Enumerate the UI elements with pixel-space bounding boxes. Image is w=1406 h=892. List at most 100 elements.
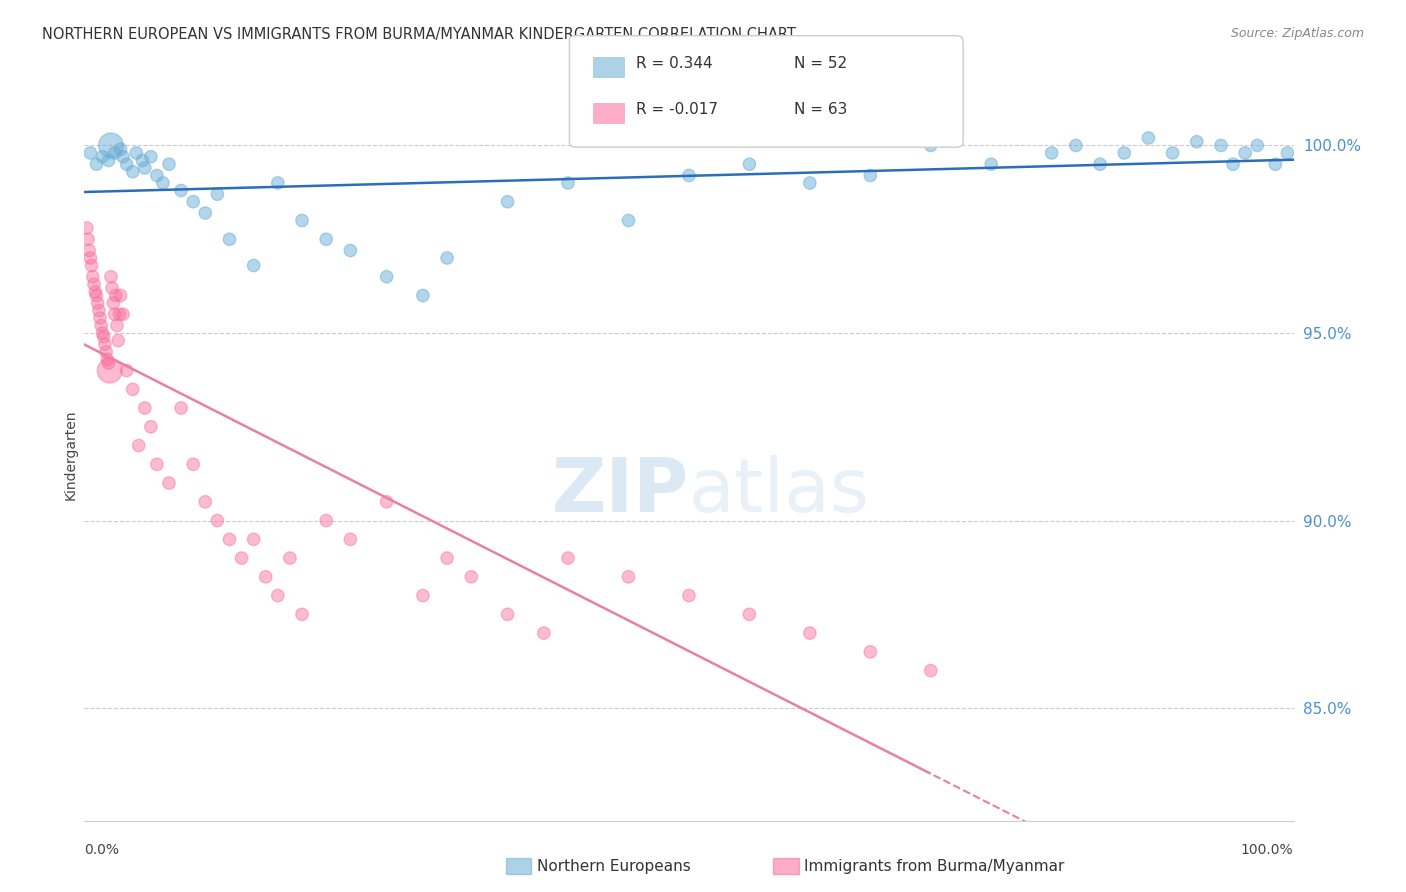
Y-axis label: Kindergarten: Kindergarten: [63, 409, 77, 500]
Text: R = -0.017: R = -0.017: [636, 103, 717, 117]
Point: [97, 356, 120, 370]
Point: [77, 232, 100, 246]
Point: [112, 307, 135, 321]
Point: [96, 352, 118, 367]
Point: [218, 232, 240, 246]
Point: [87, 303, 110, 318]
Point: [146, 458, 169, 472]
Text: atlas: atlas: [689, 455, 870, 528]
Point: [80, 259, 103, 273]
Point: [1234, 145, 1257, 160]
Point: [194, 206, 217, 220]
Point: [496, 607, 519, 622]
Point: [181, 194, 204, 209]
Point: [104, 145, 127, 160]
Point: [121, 165, 143, 179]
Point: [557, 551, 579, 566]
Point: [115, 157, 138, 171]
Point: [146, 169, 169, 183]
Text: NORTHERN EUROPEAN VS IMMIGRANTS FROM BURMA/MYANMAR KINDERGARTEN CORRELATION CHAR: NORTHERN EUROPEAN VS IMMIGRANTS FROM BUR…: [42, 27, 796, 42]
Point: [79, 251, 101, 265]
Point: [412, 288, 434, 302]
Point: [76, 221, 98, 235]
Point: [108, 307, 131, 321]
Point: [557, 176, 579, 190]
Point: [496, 194, 519, 209]
Point: [859, 645, 882, 659]
Point: [1040, 145, 1063, 160]
Point: [920, 664, 942, 678]
Point: [82, 269, 104, 284]
Point: [94, 344, 117, 359]
Point: [242, 259, 264, 273]
Point: [1222, 157, 1244, 171]
Point: [103, 296, 125, 310]
Point: [678, 589, 700, 603]
Point: [104, 307, 127, 321]
Point: [1114, 145, 1136, 160]
Point: [738, 607, 761, 622]
Point: [315, 514, 337, 528]
Point: [128, 438, 150, 452]
Point: [121, 382, 143, 396]
Point: [86, 157, 108, 171]
Text: 0.0%: 0.0%: [84, 843, 120, 857]
Point: [460, 570, 482, 584]
Point: [242, 533, 264, 547]
Point: [97, 153, 120, 168]
Point: [77, 244, 100, 258]
Point: [83, 277, 105, 292]
Point: [86, 296, 108, 310]
Point: [207, 514, 229, 528]
Point: [980, 157, 1002, 171]
Point: [436, 251, 458, 265]
Point: [134, 161, 156, 175]
Point: [131, 153, 153, 168]
Text: Northern Europeans: Northern Europeans: [537, 859, 690, 873]
Point: [617, 570, 640, 584]
Point: [98, 363, 121, 377]
Point: [436, 551, 458, 566]
Point: [94, 337, 117, 351]
Point: [799, 626, 821, 640]
Point: [84, 285, 107, 299]
Point: [115, 363, 138, 377]
Point: [533, 626, 555, 640]
Point: [1264, 157, 1286, 171]
Text: Source: ZipAtlas.com: Source: ZipAtlas.com: [1230, 27, 1364, 40]
Point: [738, 157, 761, 171]
Point: [231, 551, 253, 566]
Point: [267, 589, 290, 603]
Point: [134, 401, 156, 415]
Point: [291, 607, 314, 622]
Point: [86, 288, 108, 302]
Text: N = 63: N = 63: [794, 103, 848, 117]
Point: [339, 244, 361, 258]
Point: [267, 176, 290, 190]
Point: [218, 533, 240, 547]
Point: [90, 318, 112, 333]
Point: [170, 184, 193, 198]
Point: [1185, 135, 1208, 149]
Point: [105, 318, 128, 333]
Point: [152, 176, 174, 190]
Point: [100, 138, 122, 153]
Point: [412, 589, 434, 603]
Point: [375, 269, 398, 284]
Point: [157, 476, 180, 491]
Point: [110, 142, 132, 156]
Point: [107, 334, 129, 348]
Point: [207, 187, 229, 202]
Point: [339, 533, 361, 547]
Text: 100.0%: 100.0%: [1241, 843, 1294, 857]
Point: [1277, 145, 1299, 160]
Point: [194, 495, 217, 509]
Point: [1088, 157, 1111, 171]
Point: [157, 157, 180, 171]
Point: [139, 419, 162, 434]
Point: [100, 269, 122, 284]
Point: [139, 150, 162, 164]
Point: [91, 150, 114, 164]
Point: [617, 213, 640, 227]
Point: [1246, 138, 1268, 153]
